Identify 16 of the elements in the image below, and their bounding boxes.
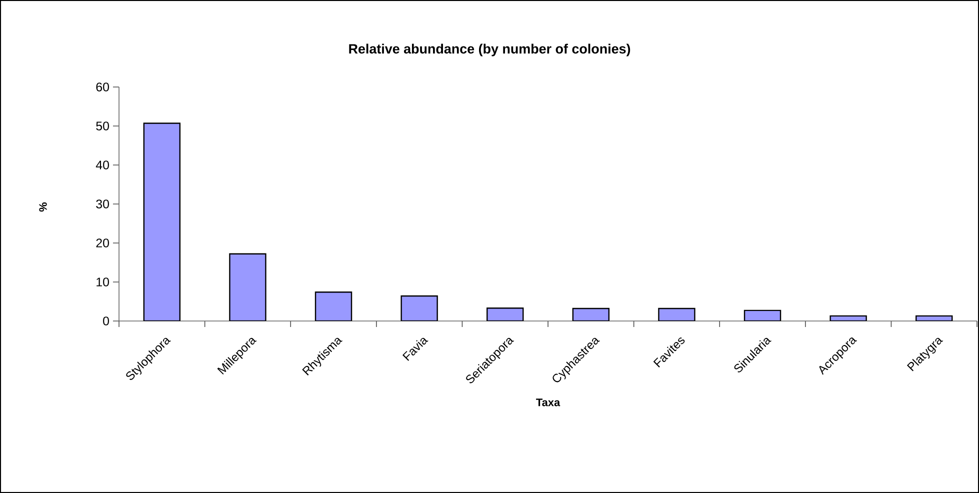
bar (143, 122, 181, 321)
bar (400, 295, 438, 321)
y-tick-label: 20 (96, 238, 109, 248)
bar (487, 308, 524, 321)
y-tick-label: 60 (96, 82, 109, 92)
bar (572, 308, 609, 321)
y-tick-label: 40 (96, 160, 109, 170)
x-axis-title: Taxa (536, 398, 560, 406)
y-tick-label: 30 (96, 200, 109, 208)
bar (229, 253, 266, 321)
chart-title: Relative abundance (by number of colonies) (349, 44, 630, 56)
y-tick-label: 0 (103, 316, 109, 326)
y-tick-label: 50 (96, 122, 109, 130)
bar (314, 292, 352, 321)
y-axis-title: % (39, 202, 47, 212)
y-tick-label: 10 (96, 278, 109, 286)
